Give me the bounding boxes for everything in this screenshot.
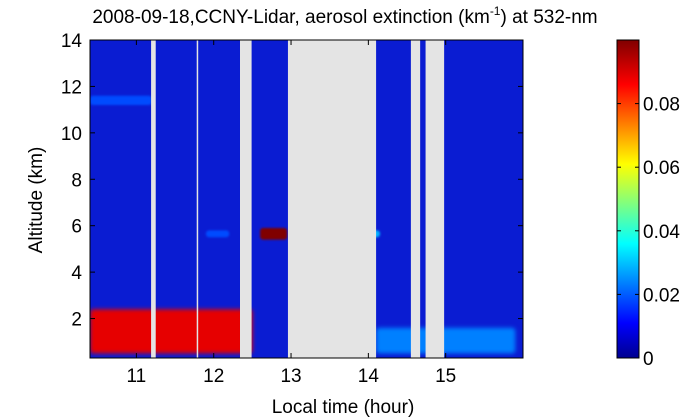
no-data-gap-0 [151,40,156,358]
colorbar-ticks: 0 0.02 0.04 0.06 0.08 [617,95,680,370]
x-axis: 11 12 13 14 15 [127,40,456,387]
y-tick-label: 10 [61,124,82,145]
x-axis-label: Local time (hour) [272,397,415,418]
x-tick-label: 14 [358,366,380,387]
y-tick-label: 2 [71,310,82,331]
heatmap-feature-3 [90,95,152,105]
plot-area [90,40,523,358]
y-axis: 2 4 6 8 10 12 14 [61,31,523,331]
x-tick-label: 13 [280,366,301,387]
heatmap-feature-2 [260,228,288,240]
y-tick-label: 14 [61,31,83,52]
colorbar-tick-label: 0.02 [643,285,680,306]
no-data-gap-2 [240,40,252,358]
colorbar-tick-label: 0 [643,349,654,370]
heatmap-feature-1 [376,327,516,354]
chart-title-sup: -1 [490,4,501,18]
y-tick-label: 4 [71,263,82,284]
chart-title: 2008-09-18,CCNY-Lidar, aerosol extinctio… [92,4,597,28]
heatmap-feature-0 [90,309,253,354]
colorbar-tick-label: 0.06 [643,158,680,179]
colorbar-frame [616,39,640,359]
colorbar-tick-label: 0.04 [643,222,680,243]
y-axis-label: Altitude (km) [26,147,47,254]
no-data-gap-4 [410,40,421,358]
no-data-gap-5 [425,40,445,358]
x-tick-label: 12 [203,366,224,387]
no-data-gap-1 [196,40,199,358]
heatmap-feature-5 [205,230,230,238]
y-tick-label: 12 [61,77,82,98]
colorbar: 0 0.02 0.04 0.06 0.08 [616,39,680,370]
plot-frame [89,39,524,359]
no-data-gap-3 [287,40,377,358]
chart-title-suffix: ) at 532-nm [500,7,597,28]
chart-title-prefix: 2008-09-18,CCNY-Lidar, aerosol extinctio… [92,7,489,28]
y-tick-label: 6 [71,217,82,238]
y-tick-label: 8 [71,170,82,191]
colorbar-tick-label: 0.08 [643,95,680,116]
no-data-gaps [151,40,445,358]
x-tick-label: 11 [127,366,147,387]
colorbar-gradient [617,40,639,358]
x-tick-label: 15 [435,366,456,387]
